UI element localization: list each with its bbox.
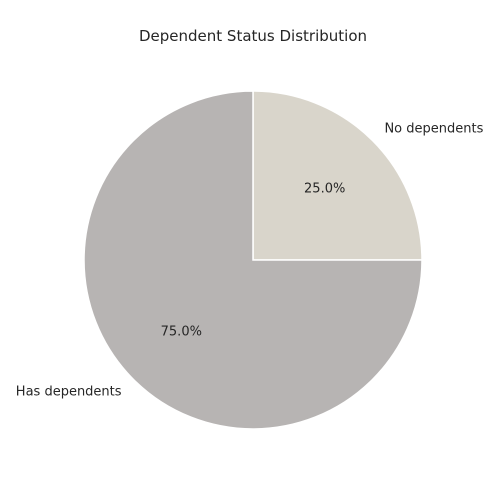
pie-slice-no-dependents — [252, 90, 423, 261]
slice-percent-label: 75.0% — [161, 325, 202, 340]
slice-percent-label: 25.0% — [304, 181, 345, 196]
slice-label: No dependents — [384, 122, 483, 137]
chart-title: Dependent Status Distribution — [139, 27, 367, 45]
pie-slice-has-dependents — [83, 90, 423, 430]
pie-slices — [83, 90, 423, 430]
pie-labels: No dependents 25.0% Has dependents 75.0% — [16, 122, 484, 400]
slice-label: Has dependents — [16, 384, 122, 399]
